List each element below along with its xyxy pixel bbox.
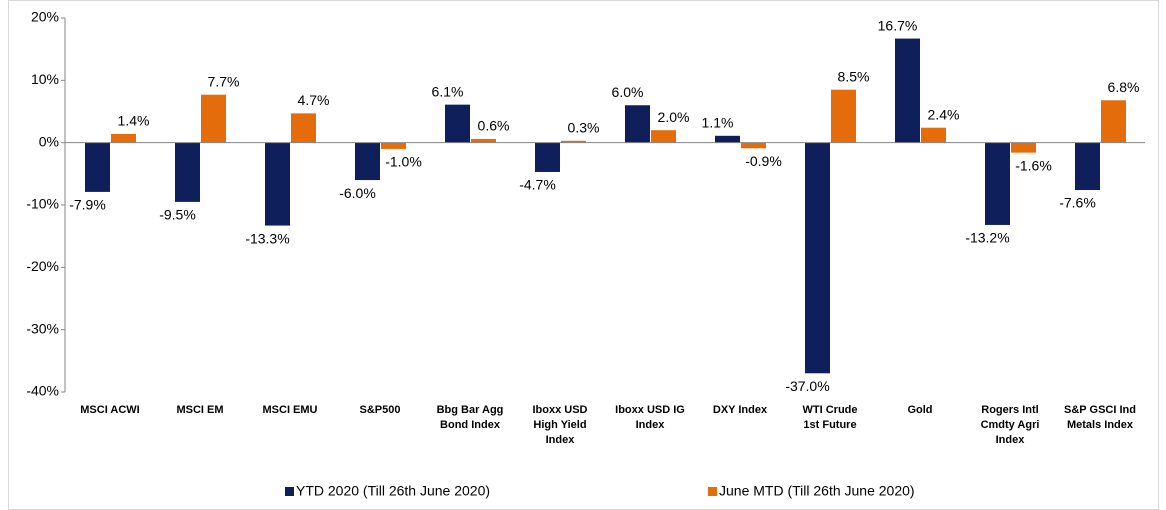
data-label: 1.1% xyxy=(702,115,734,131)
x-tick-label: Iboxx USD IG Index xyxy=(615,404,685,431)
data-label: 6.1% xyxy=(432,83,464,99)
data-label: -4.7% xyxy=(519,177,556,193)
bar xyxy=(1011,142,1036,153)
data-label: -1.6% xyxy=(1015,157,1052,173)
x-tick-label: S&P GSCI Ind Metals Index xyxy=(1064,404,1136,431)
x-tick-line: Gold xyxy=(907,404,932,416)
bar xyxy=(831,89,856,143)
x-tick-label: Iboxx USD High Yield Index xyxy=(532,404,587,446)
x-tick-label: Rogers Intl Cmdty Agri Index xyxy=(981,404,1040,446)
x-tick-line: Bbg Bar Agg xyxy=(437,404,504,416)
data-label: 4.7% xyxy=(298,92,330,108)
legend-swatch xyxy=(708,487,717,496)
data-label: 6.8% xyxy=(1108,79,1140,95)
x-tick-line: Index xyxy=(636,419,666,431)
data-label: 16.7% xyxy=(878,17,918,33)
y-tick-label: -30% xyxy=(26,320,59,336)
x-tick-label: S&P500 xyxy=(360,404,401,416)
legend-swatch xyxy=(285,487,294,496)
y-tick-label: -40% xyxy=(26,383,59,399)
data-label: -1.0% xyxy=(385,154,422,170)
x-tick-label: MSCI EM xyxy=(176,404,223,416)
x-tick-line: MSCI EM xyxy=(176,404,223,416)
y-tick-label: 0% xyxy=(39,133,59,149)
data-label: -37.0% xyxy=(785,378,829,394)
y-tick-label: 20% xyxy=(31,9,59,25)
x-tick-line: Iboxx USD xyxy=(532,404,587,416)
x-tick-line: 1st Future xyxy=(803,419,856,431)
data-label: 7.7% xyxy=(208,73,240,89)
bar xyxy=(445,104,470,143)
y-tick-label: -20% xyxy=(26,258,59,274)
bar xyxy=(381,142,406,149)
bar xyxy=(111,133,136,143)
bar xyxy=(895,38,920,143)
x-tick-line: Rogers Intl xyxy=(981,404,1038,416)
bar xyxy=(561,140,586,143)
bar xyxy=(201,94,226,143)
bar xyxy=(1101,100,1126,143)
data-label: -6.0% xyxy=(339,185,376,201)
x-tick-line: Metals Index xyxy=(1067,419,1134,431)
data-label: 8.5% xyxy=(838,68,870,84)
data-label: -13.2% xyxy=(965,230,1009,246)
bar xyxy=(741,142,766,149)
x-tick-line: DXY Index xyxy=(713,404,768,416)
x-tick-line: Bond Index xyxy=(440,419,501,431)
x-tick-line: Index xyxy=(546,434,576,446)
data-label: 2.4% xyxy=(928,106,960,122)
data-label: -9.5% xyxy=(159,207,196,223)
data-label: -0.9% xyxy=(745,153,782,169)
x-tick-label: MSCI EMU xyxy=(263,404,318,416)
bar xyxy=(625,105,650,143)
bar xyxy=(985,142,1010,225)
bar xyxy=(355,142,380,181)
data-label: 0.6% xyxy=(478,118,510,134)
x-tick-line: WTI Crude xyxy=(803,404,858,416)
x-tick-line: S&P GSCI Ind xyxy=(1064,404,1136,416)
legend-label: YTD 2020 (Till 26th June 2020) xyxy=(296,483,490,499)
data-label: 0.3% xyxy=(568,119,600,135)
x-tick-label: DXY Index xyxy=(713,404,768,416)
data-label: 6.0% xyxy=(612,84,644,100)
bar xyxy=(651,130,676,143)
x-tick-label: MSCI ACWI xyxy=(80,404,139,416)
x-tick-line: MSCI EMU xyxy=(263,404,318,416)
data-label: 2.0% xyxy=(658,109,690,125)
x-tick-line: S&P500 xyxy=(360,404,401,416)
data-label: -13.3% xyxy=(245,230,289,246)
x-tick-line: Index xyxy=(996,434,1026,446)
bar xyxy=(805,142,830,374)
bar xyxy=(265,142,290,226)
bar xyxy=(1075,142,1100,191)
x-tick-line: High Yield xyxy=(533,419,586,431)
x-tick-line: MSCI ACWI xyxy=(80,404,139,416)
bar xyxy=(921,127,946,143)
data-label: -7.9% xyxy=(69,197,106,213)
bar xyxy=(85,142,110,192)
legend-label: June MTD (Till 26th June 2020) xyxy=(719,483,915,499)
x-tick-line: Iboxx USD IG xyxy=(615,404,685,416)
chart-frame xyxy=(8,0,1159,510)
data-label: 1.4% xyxy=(118,113,150,129)
bar xyxy=(291,113,316,143)
x-tick-line: Cmdty Agri xyxy=(981,419,1040,431)
data-label: -7.6% xyxy=(1059,195,1096,211)
y-tick-label: -10% xyxy=(26,196,59,212)
y-tick-label: 10% xyxy=(31,71,59,87)
x-tick-label: WTI Crude 1st Future xyxy=(803,404,858,431)
bar xyxy=(471,138,496,143)
x-tick-label: Bbg Bar Agg Bond Index xyxy=(437,404,504,431)
bar xyxy=(175,142,200,202)
bar xyxy=(715,135,740,143)
x-tick-label: Gold xyxy=(907,404,932,416)
bar xyxy=(535,142,560,172)
